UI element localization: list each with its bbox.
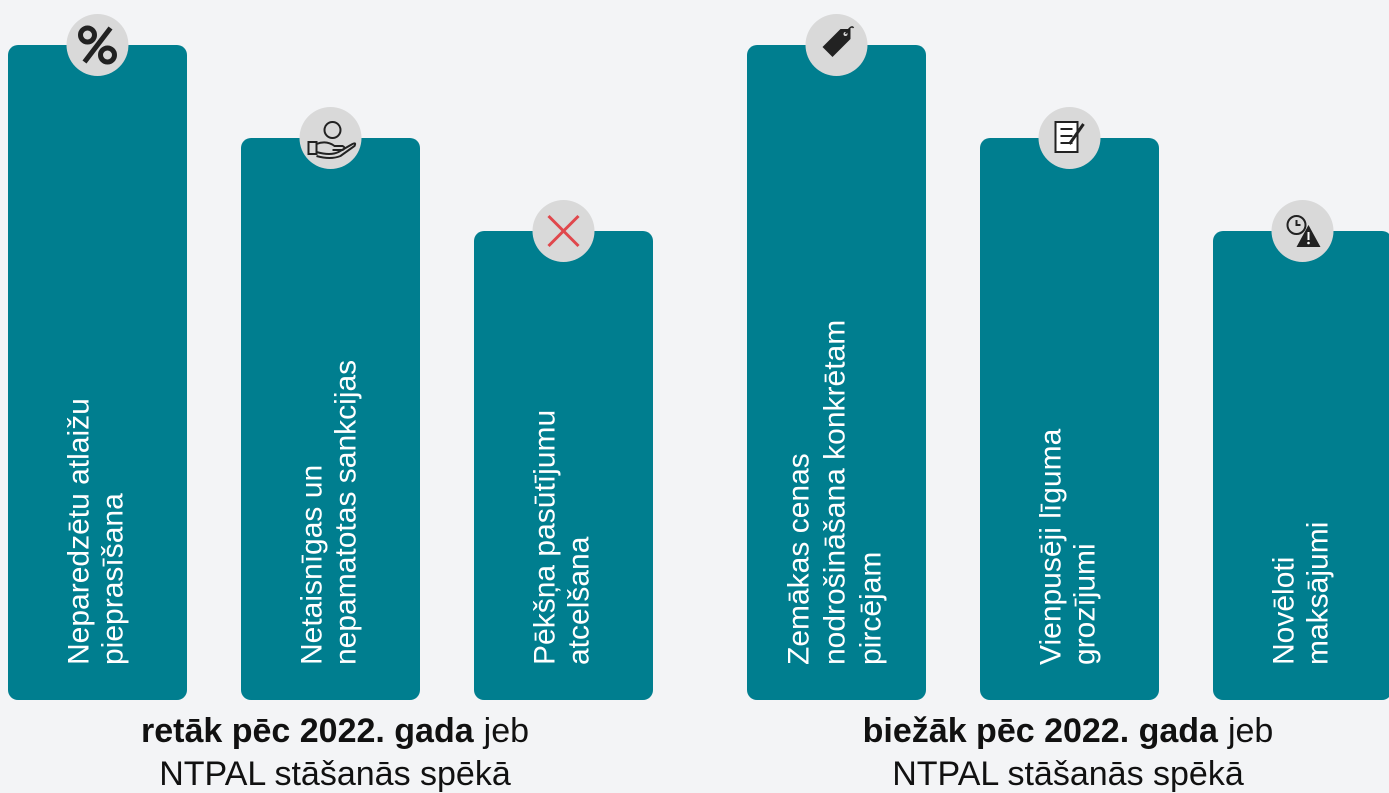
bar [747,45,926,700]
icon-shape [547,214,580,248]
bar-label: Novēloti [1267,557,1300,665]
bar [1213,231,1389,700]
bar-label: pircējam [854,552,887,665]
bar [474,231,653,700]
caption-rest: jeb [1227,712,1273,750]
bar-label: grozījumi [1068,543,1101,665]
bar-label: maksājumi [1301,522,1334,665]
icon-shape [98,45,117,65]
bar-label: atcelšana [562,536,595,665]
icon-shape [82,26,113,64]
caption-line2: NTPAL stāšanās spēkā [159,755,511,793]
icon-shape [1295,220,1301,226]
icon-shape [1286,215,1307,235]
bar-label: Zemākas cenas [782,453,815,665]
icon [1271,200,1334,262]
caption-bold: biežāk pēc 2022. gada [863,712,1219,750]
bar [241,138,420,700]
icon-shape [323,121,342,139]
caption-line2: NTPAL stāšanās spēkā [892,755,1244,793]
icon [532,200,595,262]
icon-shape [78,25,97,45]
bar [980,138,1159,700]
caption-rest: jeb [483,712,529,750]
bar-label: Netaisnīgas un [295,465,328,665]
caption: retāk pēc 2022. gada jeb [141,712,529,750]
bar-label: nepamatotas sankcijas [329,360,362,665]
bar-label: Neparedzētu atlaižu [62,398,95,665]
icon-shape [844,26,855,35]
bar-label: nodrošināšana konkrētam [818,320,851,665]
icon [299,107,362,169]
icon [1038,107,1101,169]
icon-shape [822,29,851,57]
bar [8,45,187,700]
caption-bold: retāk pēc 2022. gada [141,712,475,750]
icon-shape [307,141,357,159]
bar-label: pieprasīšana [96,493,129,665]
caption: biežāk pēc 2022. gada jeb [863,712,1274,750]
bar-label: Vienpusēji līguma [1034,428,1067,665]
bars: Neparedzētu atlaižu pieprasīšana Netaisnīg… [8,45,1389,700]
icons [66,14,1334,262]
icon [805,14,868,76]
icon [66,14,129,76]
icon-shape [1307,241,1310,245]
bar-label: Pēkšņa pasūtījumu [528,410,561,665]
icon-shape [1068,123,1085,145]
